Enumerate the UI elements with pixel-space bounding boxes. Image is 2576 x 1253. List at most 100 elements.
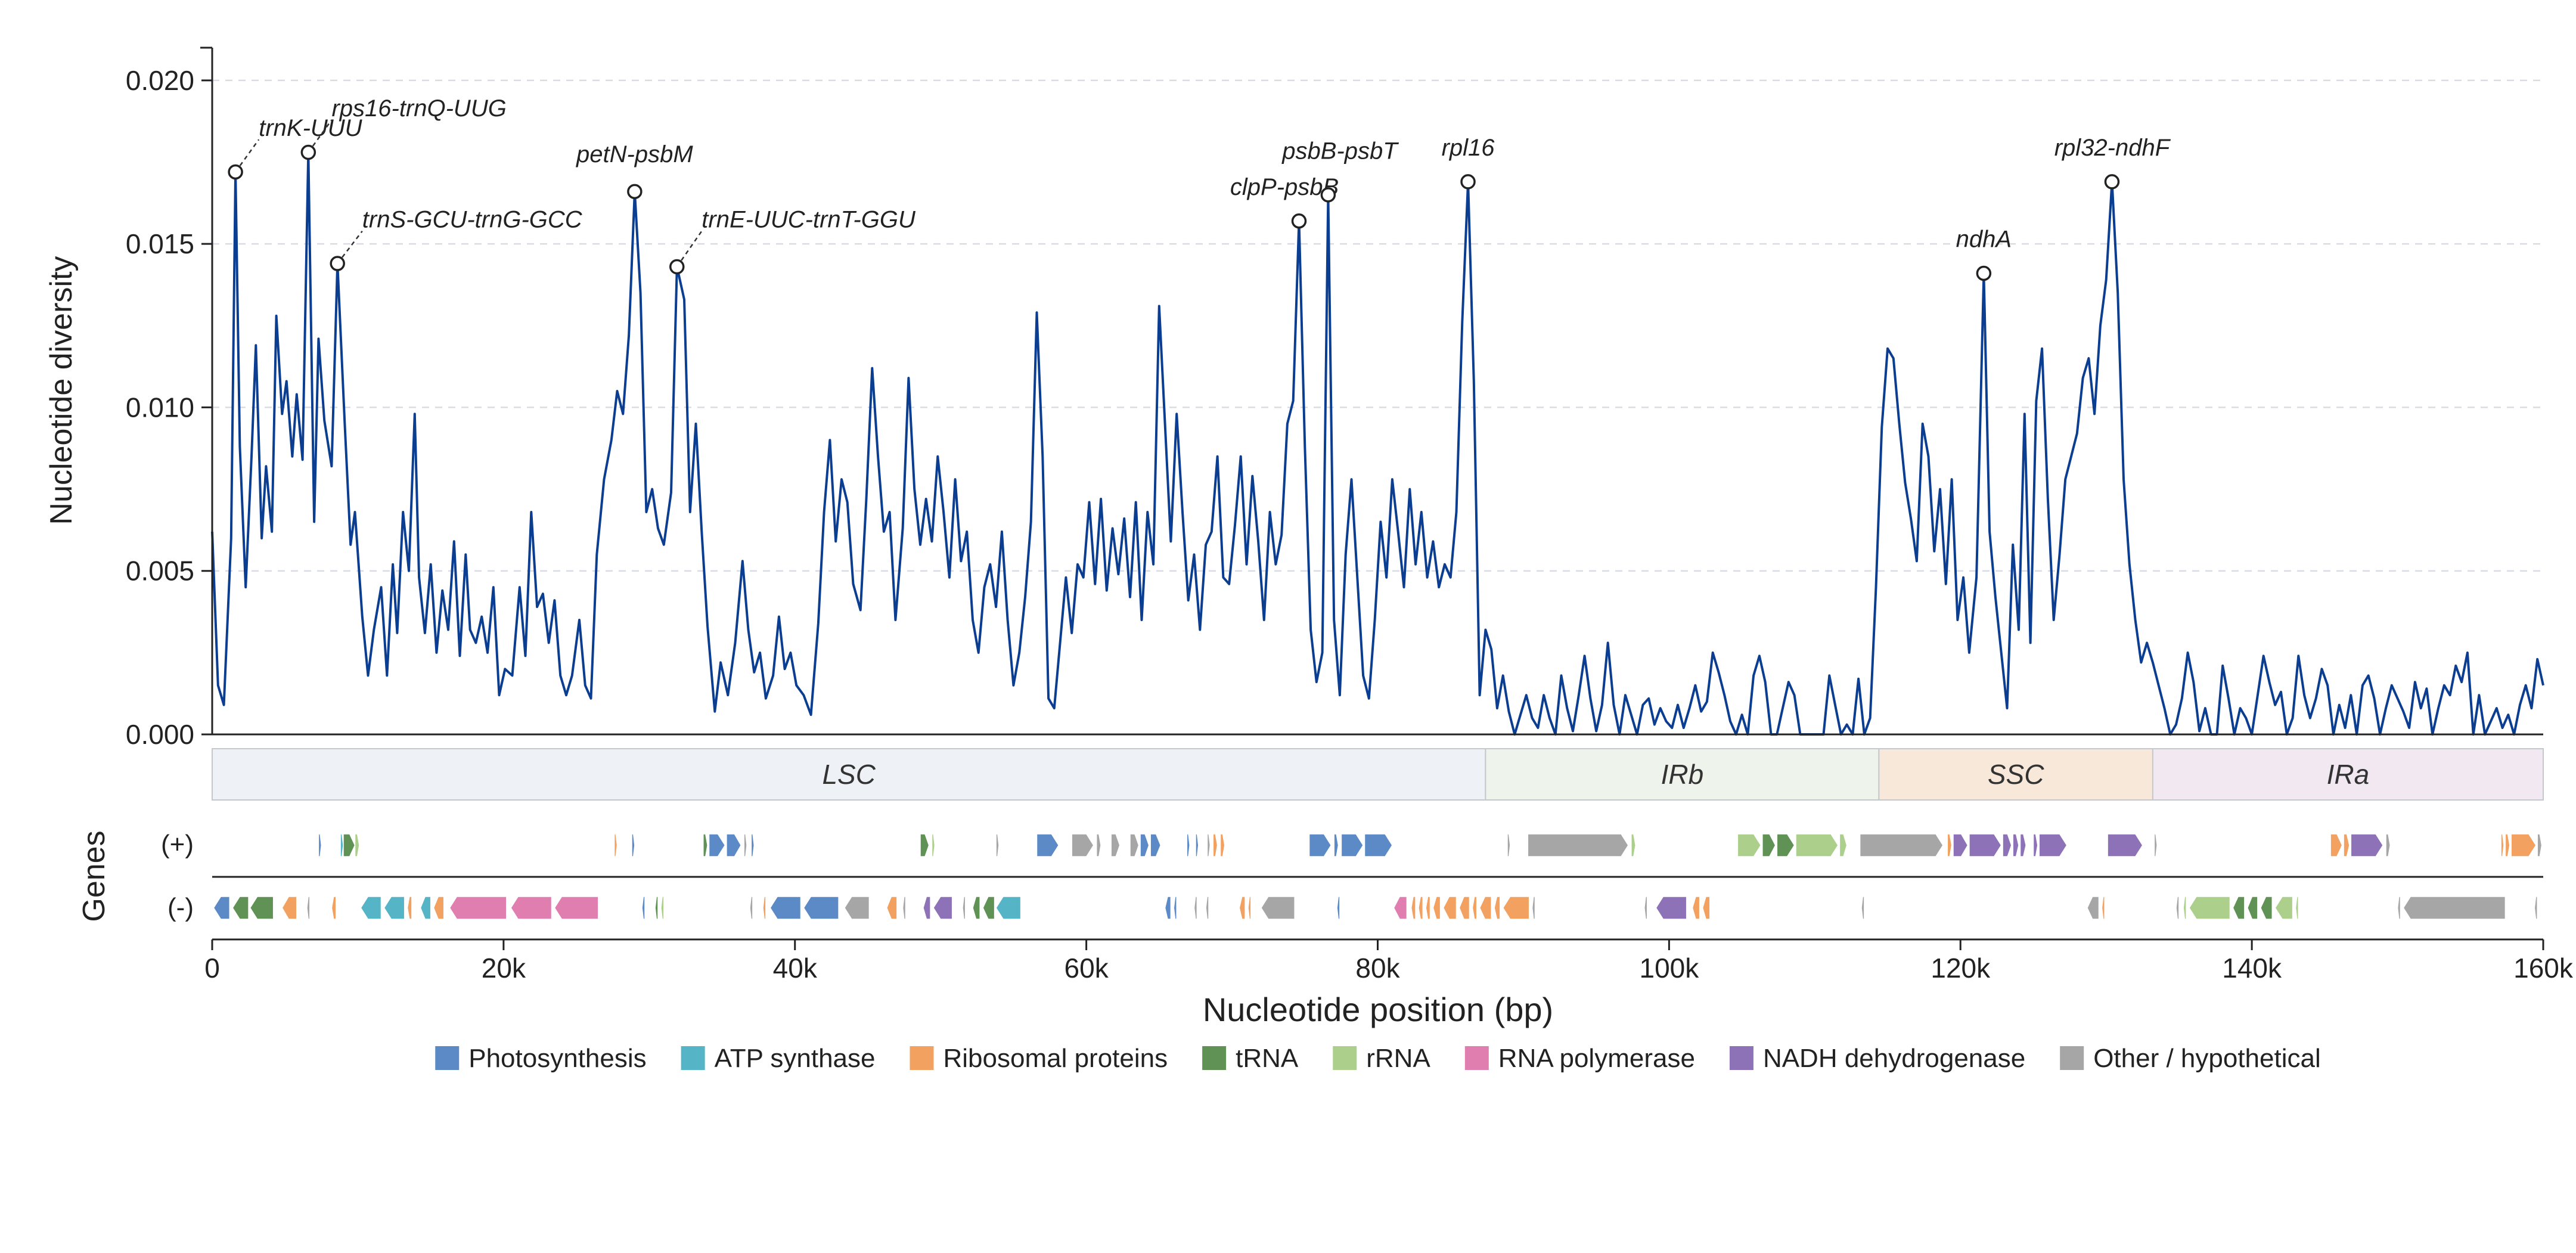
gene-arrow [1410, 896, 1416, 920]
gene-arrow [803, 896, 839, 920]
region-label: LSC [822, 759, 876, 790]
gene-arrow [749, 896, 753, 920]
legend-swatch [435, 1046, 460, 1070]
x-tick-label: 20k [482, 953, 526, 984]
gene-arrow [1206, 833, 1211, 857]
gene-arrow [1150, 833, 1162, 857]
gene-arrow [2295, 896, 2299, 920]
x-tick-label: 80k [1355, 953, 1400, 984]
gene-arrow [1186, 833, 1190, 857]
annotation-leader [337, 230, 363, 264]
gene-arrow [750, 833, 755, 857]
peak-label: rps16-trnQ-UUG [331, 95, 506, 122]
gene-arrow [1340, 833, 1364, 857]
legend-label: Other / hypothetical [2093, 1044, 2321, 1073]
gene-arrow [433, 896, 445, 920]
gene-arrow [920, 833, 930, 857]
gene-arrow [1839, 833, 1848, 857]
gene-arrow [318, 833, 322, 857]
gene-arrow [2397, 896, 2401, 920]
gene-arrow [2537, 833, 2543, 857]
gene-arrow [631, 833, 635, 857]
peak-marker [627, 184, 643, 200]
legend-swatch [910, 1046, 934, 1070]
gene-arrow [1336, 896, 1340, 920]
gene-arrow [1861, 896, 1865, 920]
region-label: IRa [2327, 759, 2370, 790]
gene-arrow [420, 896, 432, 920]
gene-arrow [2343, 833, 2350, 857]
gene-arrow [933, 896, 953, 920]
gene-arrow [2260, 896, 2273, 920]
gene-arrow [2038, 833, 2068, 857]
minus-strand-label: (-) [167, 893, 194, 922]
gene-arrow [343, 833, 356, 857]
gene-arrow [654, 896, 659, 920]
gene-arrow [2534, 896, 2538, 920]
gene-arrow [1655, 896, 1687, 920]
peak-label: trnE-UUC-trnT-GGU [702, 207, 916, 233]
gene-arrow [1071, 833, 1094, 857]
legend-label: RNA polymerase [1498, 1044, 1695, 1073]
y-tick-label: 0.010 [126, 392, 194, 423]
gene-arrow [406, 896, 412, 920]
gene-arrow [1859, 833, 1944, 857]
gene-arrow [769, 896, 802, 920]
peak-label: ndhA [1956, 227, 2012, 253]
gene-arrow [1205, 896, 1209, 920]
y-axis-label: Nucleotide diversity [44, 256, 79, 525]
y-tick-label: 0.005 [126, 556, 194, 587]
gene-arrow [449, 896, 507, 920]
region-label: SSC [1988, 759, 2044, 790]
peak-label: petN-psbM [576, 141, 693, 168]
diversity-line-plot [211, 151, 2544, 736]
x-tick-label: 60k [1064, 953, 1109, 984]
gene-arrow [1644, 896, 1648, 920]
x-tick-label: 40k [773, 953, 818, 984]
gene-arrow [1762, 833, 1776, 857]
x-tick-label: 160k [2513, 953, 2574, 984]
gene-arrow [2403, 896, 2506, 920]
gene-arrow [306, 896, 311, 920]
gene-arrow [1472, 896, 1478, 920]
peak-marker [1320, 187, 1336, 203]
legend-swatch [1729, 1046, 1753, 1070]
region-band [212, 748, 1486, 801]
gene-arrow [2274, 896, 2293, 920]
gene-arrow [726, 833, 742, 857]
peak-marker [2104, 174, 2120, 190]
diversity-series-line [211, 151, 2544, 736]
genome-regions: LSC IRb SSC IRa [212, 748, 2544, 801]
x-tick-label: 140k [2222, 953, 2282, 984]
gene-arrow [1247, 896, 1252, 920]
gene-arrow [2183, 896, 2187, 920]
gene-arrow [1502, 896, 1530, 920]
region-band [1485, 748, 1880, 801]
legend-label: rRNA [1366, 1044, 1430, 1073]
peak-label: rpl16 [1442, 135, 1495, 161]
gene-arrow [2189, 896, 2231, 920]
y-tick-label: 0.020 [126, 65, 194, 96]
gene-arrow [1531, 896, 1536, 920]
gene-arrow [331, 896, 337, 920]
gene-arrow [641, 896, 645, 920]
region-label: IRb [1661, 759, 1704, 790]
gene-arrow [2153, 833, 2158, 857]
legend-label: ATP synthase [715, 1044, 876, 1073]
gene-arrow [1036, 833, 1060, 857]
gene-arrow [1432, 896, 1441, 920]
gene-arrow [1164, 896, 1172, 920]
peak-label: psbB-psbT [1281, 138, 1399, 165]
gene-arrow [1418, 896, 1424, 920]
peak-marker [300, 144, 316, 160]
legend-swatch [1202, 1046, 1227, 1070]
gene-arrow [281, 896, 297, 920]
gene-arrow [2510, 833, 2537, 857]
peak-marker [1460, 174, 1476, 190]
gene-arrow [232, 896, 249, 920]
legend-swatch [681, 1046, 705, 1070]
gene-arrow [2101, 896, 2105, 920]
peak-marker [228, 164, 243, 180]
genes-axis-label: Genes [77, 830, 111, 922]
